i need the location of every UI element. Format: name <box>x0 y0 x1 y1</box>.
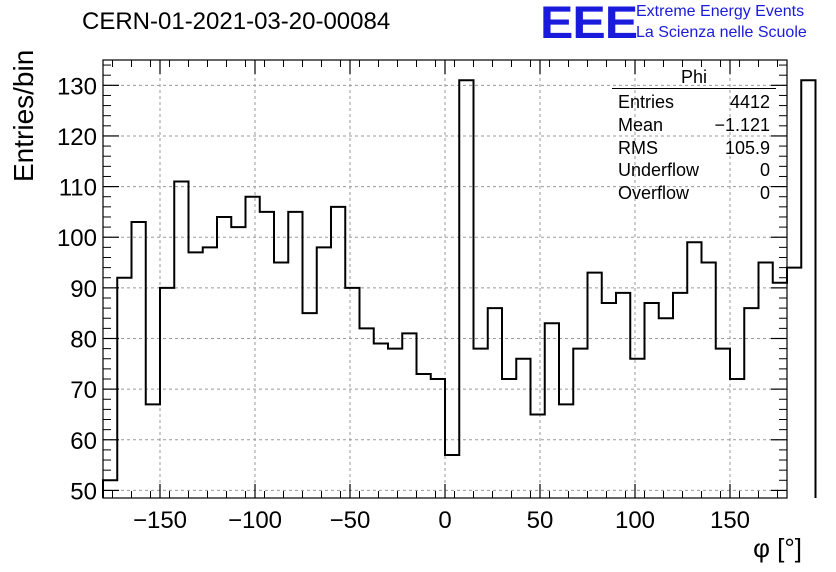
histogram-bin <box>160 288 174 498</box>
histogram-bin <box>217 217 231 498</box>
stats-title: Phi <box>612 66 776 89</box>
x-axis-label: φ [°] <box>753 533 802 563</box>
stats-row-entries: Entries 4412 <box>612 91 776 114</box>
histogram-bin <box>317 247 331 498</box>
stats-label: Underflow <box>618 160 700 181</box>
x-tick-label: −150 <box>133 507 187 534</box>
histogram-bin <box>702 263 716 498</box>
histogram-bin <box>673 293 687 498</box>
histogram-bin <box>573 349 587 498</box>
histogram-bin <box>559 404 573 498</box>
histogram-bin <box>630 359 644 498</box>
histogram-bin <box>360 328 374 498</box>
x-tick-label: −100 <box>228 507 282 534</box>
histogram-bin <box>288 212 302 498</box>
stats-row-mean: Mean −1.121 <box>612 114 776 137</box>
stats-label: Mean <box>618 114 664 135</box>
histogram-bin <box>716 349 730 498</box>
stats-label: RMS <box>618 137 658 158</box>
histogram-bin <box>588 273 602 498</box>
histogram-bin <box>103 480 117 498</box>
histogram-bin <box>132 222 146 498</box>
y-tick-label: 100 <box>57 225 97 252</box>
y-tick-label: 130 <box>57 73 97 100</box>
histogram-bin <box>246 197 260 498</box>
histogram-bin <box>488 308 502 498</box>
histogram-bin <box>146 404 160 498</box>
y-tick-label: 60 <box>70 428 97 455</box>
histogram-bin <box>374 344 388 498</box>
x-axis-ticks: −150 −100 −50 0 50 100 150 <box>112 60 778 534</box>
histogram-bin <box>616 293 630 498</box>
y-tick-label: 70 <box>70 377 97 404</box>
histogram-bin <box>303 313 317 498</box>
histogram-bin <box>117 278 131 498</box>
histogram-bin <box>502 379 516 498</box>
histogram-bin <box>759 263 773 498</box>
histogram-bin <box>445 455 459 498</box>
histogram-series <box>102 79 817 498</box>
eee-logo: EEE <box>540 0 638 48</box>
stats-value: 0 <box>759 160 770 181</box>
histogram-bin <box>531 414 545 498</box>
histogram-bin <box>744 308 758 498</box>
histogram-bin <box>203 247 217 498</box>
histogram-bin <box>345 288 359 498</box>
stats-value: 105.9 <box>724 137 770 158</box>
histogram-bin <box>687 242 701 498</box>
histogram-bin <box>459 80 473 498</box>
stats-value: −1.121 <box>714 114 770 135</box>
y-axis-label: Entries/bin <box>8 49 39 182</box>
x-tick-label: 0 <box>438 507 451 534</box>
y-tick-label: 90 <box>70 276 97 303</box>
histogram-bin <box>801 80 815 498</box>
stats-label: Overflow <box>618 183 690 204</box>
x-tick-label: 150 <box>710 507 750 534</box>
stats-value: 4412 <box>729 92 770 112</box>
y-tick-label: 110 <box>59 175 97 202</box>
histogram-bin <box>773 283 787 498</box>
chart-title: CERN-01-2021-03-20-00084 <box>82 8 391 35</box>
histogram-bin <box>787 268 801 498</box>
logo-subtitle-line1: Extreme Energy Events <box>636 3 805 20</box>
stats-row-underflow: Underflow 0 <box>612 159 776 182</box>
x-tick-label: −50 <box>330 507 371 534</box>
histogram-bin <box>417 374 431 498</box>
histogram-bin <box>602 303 616 498</box>
stats-label: Entries <box>618 92 675 112</box>
histogram-bin <box>431 379 445 498</box>
histogram-bin <box>174 182 188 498</box>
y-tick-label: 120 <box>57 124 97 151</box>
histogram-bin <box>659 318 673 498</box>
histogram-bin <box>474 349 488 498</box>
histogram-bin <box>402 333 416 498</box>
histogram-bin <box>730 379 744 498</box>
x-tick-label: 100 <box>615 507 655 534</box>
logo-subtitle-line2: La Scienza nelle Scuole <box>636 24 807 41</box>
histogram-bin <box>189 252 203 498</box>
x-tick-label: 50 <box>527 507 554 534</box>
histogram-bin <box>516 359 530 498</box>
stats-value: 0 <box>759 183 770 204</box>
y-tick-label: 50 <box>70 478 97 505</box>
histogram-bin <box>274 263 288 498</box>
y-axis-ticks: 50 60 70 80 90 100 110 120 130 <box>57 64 787 505</box>
histogram-bin <box>231 227 245 498</box>
stats-row-rms: RMS 105.9 <box>612 137 776 160</box>
histogram-bin <box>260 212 274 498</box>
stats-row-overflow: Overflow 0 <box>612 182 776 205</box>
histogram-line <box>102 79 817 498</box>
histogram-bin <box>545 323 559 498</box>
histogram-bin <box>645 303 659 498</box>
stats-box: Phi Entries 4412 Mean −1.121 RMS 105.9 U… <box>612 66 776 205</box>
histogram-bin <box>331 207 345 498</box>
y-tick-label: 80 <box>70 326 97 353</box>
histogram-bin <box>388 349 402 498</box>
